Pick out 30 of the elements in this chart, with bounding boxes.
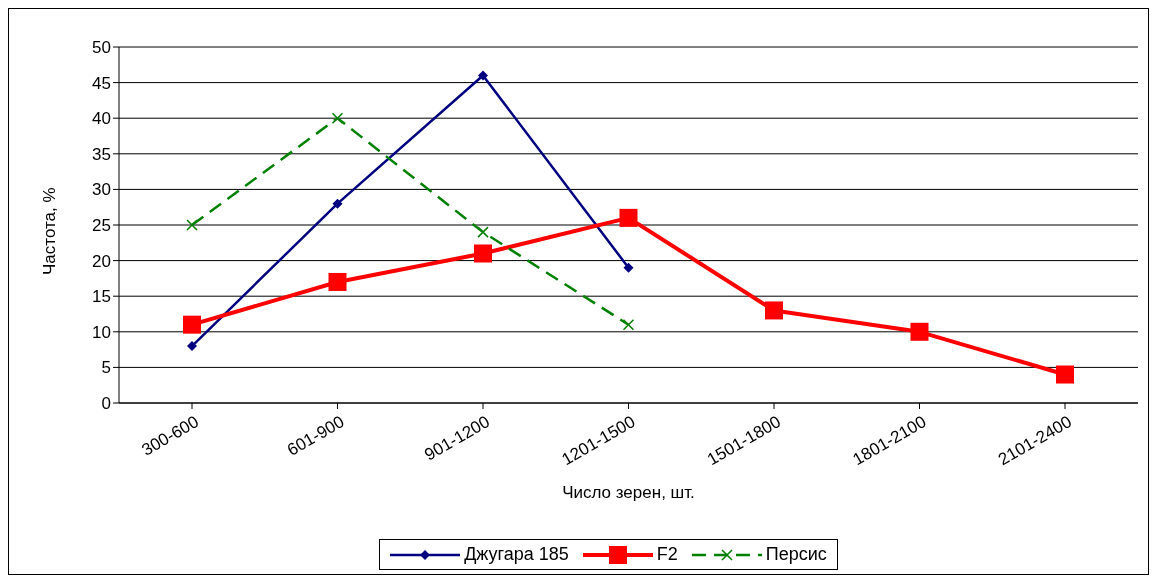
- y-tick-label: 20: [92, 251, 111, 271]
- y-tick-label: 40: [92, 109, 111, 129]
- y-tick-label: 25: [92, 216, 111, 236]
- point: [622, 318, 635, 331]
- point: [331, 112, 344, 124]
- legend-label: F2: [656, 544, 678, 565]
- legend-label: Джугара 185: [464, 544, 569, 565]
- y-axis-title: Частота, %: [40, 187, 60, 275]
- point: [328, 272, 347, 291]
- point: [1056, 365, 1074, 384]
- point: [187, 341, 197, 352]
- point: [623, 262, 634, 273]
- point: [765, 301, 783, 320]
- y-tick-label: 30: [92, 180, 111, 200]
- y-tick-label: 35: [92, 144, 111, 164]
- point: [478, 70, 488, 81]
- y-tick-label: 50: [92, 38, 111, 58]
- point: [186, 219, 198, 231]
- y-tick-label: 10: [92, 322, 111, 342]
- point: [477, 226, 489, 238]
- point: [619, 208, 638, 227]
- y-tick-label: 0: [101, 394, 111, 414]
- y-tick-label: 5: [101, 358, 111, 378]
- x-axis-title: Число зерен, шт.: [562, 483, 695, 502]
- point: [183, 315, 201, 334]
- y-tick-label: 45: [92, 73, 111, 93]
- legend-label: Персис: [765, 544, 827, 565]
- point: [474, 244, 492, 263]
- y-tick-label: 15: [92, 287, 111, 307]
- point: [910, 322, 929, 341]
